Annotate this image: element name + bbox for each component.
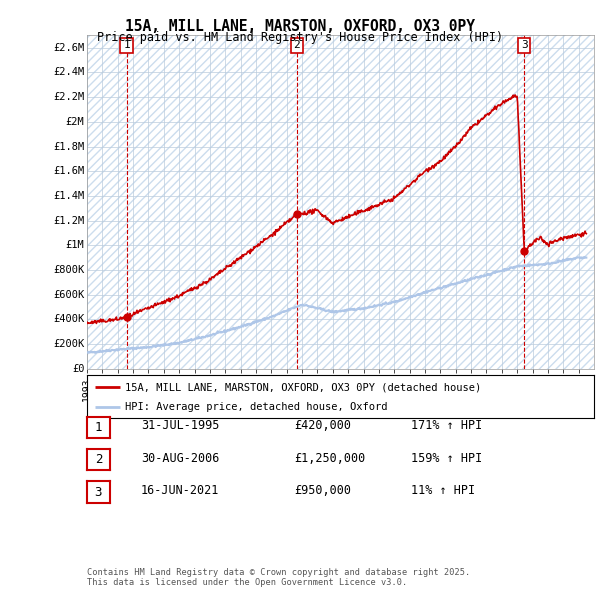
Text: 159% ↑ HPI: 159% ↑ HPI	[411, 452, 482, 465]
Text: 11% ↑ HPI: 11% ↑ HPI	[411, 484, 475, 497]
Text: 31-JUL-1995: 31-JUL-1995	[141, 419, 220, 432]
Text: £2.2M: £2.2M	[53, 92, 85, 102]
Text: 30-AUG-2006: 30-AUG-2006	[141, 452, 220, 465]
Text: 3: 3	[521, 40, 527, 50]
Text: £1M: £1M	[66, 240, 85, 250]
Text: £1.8M: £1.8M	[53, 142, 85, 152]
Text: £950,000: £950,000	[294, 484, 351, 497]
Text: HPI: Average price, detached house, Oxford: HPI: Average price, detached house, Oxfo…	[125, 402, 388, 412]
Text: 171% ↑ HPI: 171% ↑ HPI	[411, 419, 482, 432]
Text: £1.4M: £1.4M	[53, 191, 85, 201]
Text: 2: 2	[293, 40, 300, 50]
Text: £1.2M: £1.2M	[53, 215, 85, 225]
Text: £2.4M: £2.4M	[53, 67, 85, 77]
Text: £420,000: £420,000	[294, 419, 351, 432]
Text: £2.6M: £2.6M	[53, 42, 85, 53]
Text: £1.6M: £1.6M	[53, 166, 85, 176]
Text: £600K: £600K	[53, 290, 85, 300]
Text: 2: 2	[95, 453, 102, 466]
Text: £400K: £400K	[53, 314, 85, 325]
Text: 15A, MILL LANE, MARSTON, OXFORD, OX3 0PY: 15A, MILL LANE, MARSTON, OXFORD, OX3 0PY	[125, 19, 475, 34]
Text: £800K: £800K	[53, 265, 85, 275]
Text: £2M: £2M	[66, 117, 85, 127]
Text: Price paid vs. HM Land Registry's House Price Index (HPI): Price paid vs. HM Land Registry's House …	[97, 31, 503, 44]
Text: 1: 1	[123, 40, 130, 50]
Text: Contains HM Land Registry data © Crown copyright and database right 2025.
This d: Contains HM Land Registry data © Crown c…	[87, 568, 470, 587]
Text: 15A, MILL LANE, MARSTON, OXFORD, OX3 0PY (detached house): 15A, MILL LANE, MARSTON, OXFORD, OX3 0PY…	[125, 382, 481, 392]
Text: £200K: £200K	[53, 339, 85, 349]
Text: £1,250,000: £1,250,000	[294, 452, 365, 465]
Text: 16-JUN-2021: 16-JUN-2021	[141, 484, 220, 497]
Text: £0: £0	[72, 364, 85, 373]
Text: 3: 3	[95, 486, 102, 499]
Text: 1: 1	[95, 421, 102, 434]
